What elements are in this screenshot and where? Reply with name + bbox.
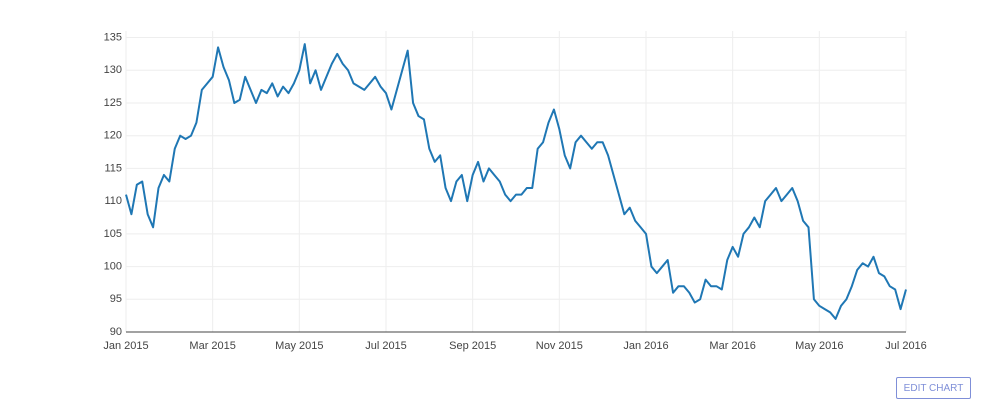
x-tick-label: Jan 2015 (103, 340, 148, 352)
y-tick-label: 130 (104, 64, 122, 76)
x-tick-label: Jul 2016 (885, 340, 927, 352)
x-tick-label: Jul 2015 (365, 340, 407, 352)
y-tick-label: 110 (104, 195, 122, 207)
y-tick-label: 90 (110, 326, 122, 338)
edit-chart-button[interactable]: EDIT CHART (896, 377, 971, 399)
x-tick-label: Nov 2015 (536, 340, 583, 352)
y-tick-label: 95 (110, 293, 122, 305)
x-tick-label: May 2015 (275, 340, 323, 352)
y-tick-label: 100 (104, 260, 122, 272)
x-tick-label: Mar 2015 (189, 340, 235, 352)
x-tick-label: Mar 2016 (709, 340, 755, 352)
line (125, 43, 907, 320)
x-tick-label: May 2016 (795, 340, 843, 352)
x-tick-label: Sep 2015 (449, 340, 496, 352)
y-tick-label: 135 (104, 31, 122, 43)
y-tick-label: 105 (104, 228, 122, 240)
y-tick-label: 125 (104, 97, 122, 109)
y-tick-label: 120 (104, 130, 122, 142)
y-tick-label: 115 (104, 162, 122, 174)
x-tick-label: Jan 2016 (623, 340, 668, 352)
